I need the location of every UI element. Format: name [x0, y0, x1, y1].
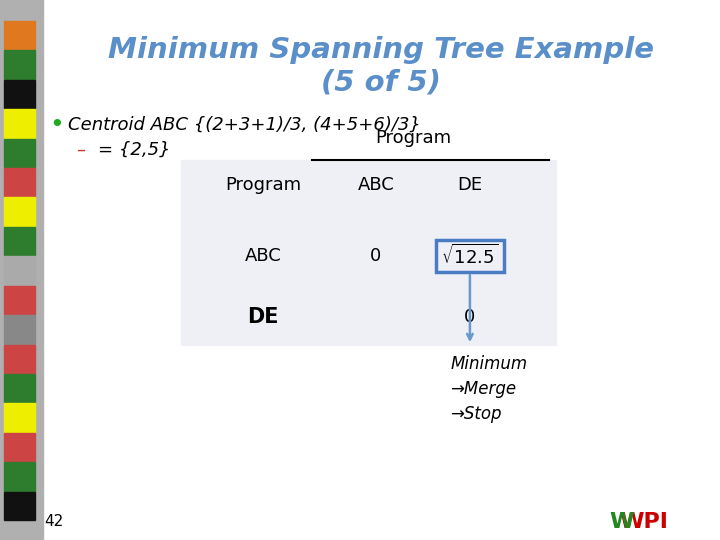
- Bar: [4, 50, 35, 79]
- Text: –: –: [76, 141, 85, 159]
- Text: Program: Program: [225, 176, 301, 194]
- Text: Program: Program: [376, 129, 451, 147]
- Text: DE: DE: [248, 307, 279, 327]
- Bar: [4, 256, 35, 285]
- Bar: [0, 0, 43, 540]
- Text: •: •: [49, 113, 64, 137]
- Bar: [4, 403, 35, 432]
- Text: ABC: ABC: [358, 176, 395, 194]
- Bar: [4, 345, 35, 373]
- Bar: [4, 139, 35, 167]
- Text: Centroid ABC {(2+3+1)/3, (4+5+6)/3}: Centroid ABC {(2+3+1)/3, (4+5+6)/3}: [68, 116, 421, 134]
- Text: 0: 0: [464, 308, 475, 326]
- Bar: [4, 462, 35, 490]
- Text: 42: 42: [44, 515, 63, 530]
- Bar: [4, 374, 35, 402]
- Bar: [4, 198, 35, 226]
- Text: 0: 0: [370, 247, 382, 265]
- Bar: [4, 315, 35, 343]
- Bar: [4, 286, 35, 314]
- Text: $\sqrt{12.5}$: $\sqrt{12.5}$: [441, 244, 498, 268]
- Bar: [436, 240, 504, 272]
- Bar: [4, 21, 35, 50]
- Text: Minimum
→Merge
→Stop: Minimum →Merge →Stop: [451, 355, 528, 423]
- Bar: [4, 227, 35, 255]
- Text: = {2,5}: = {2,5}: [98, 141, 170, 159]
- Text: DE: DE: [457, 176, 482, 194]
- Bar: [4, 491, 35, 520]
- Text: W: W: [610, 512, 634, 532]
- Bar: [181, 160, 557, 345]
- Bar: [4, 80, 35, 108]
- Text: Minimum Spanning Tree Example: Minimum Spanning Tree Example: [108, 36, 654, 64]
- Text: (5 of 5): (5 of 5): [320, 68, 441, 96]
- Text: WPI: WPI: [620, 512, 669, 532]
- Bar: [4, 109, 35, 138]
- Text: ABC: ABC: [245, 247, 282, 265]
- Bar: [4, 168, 35, 197]
- Bar: [4, 433, 35, 461]
